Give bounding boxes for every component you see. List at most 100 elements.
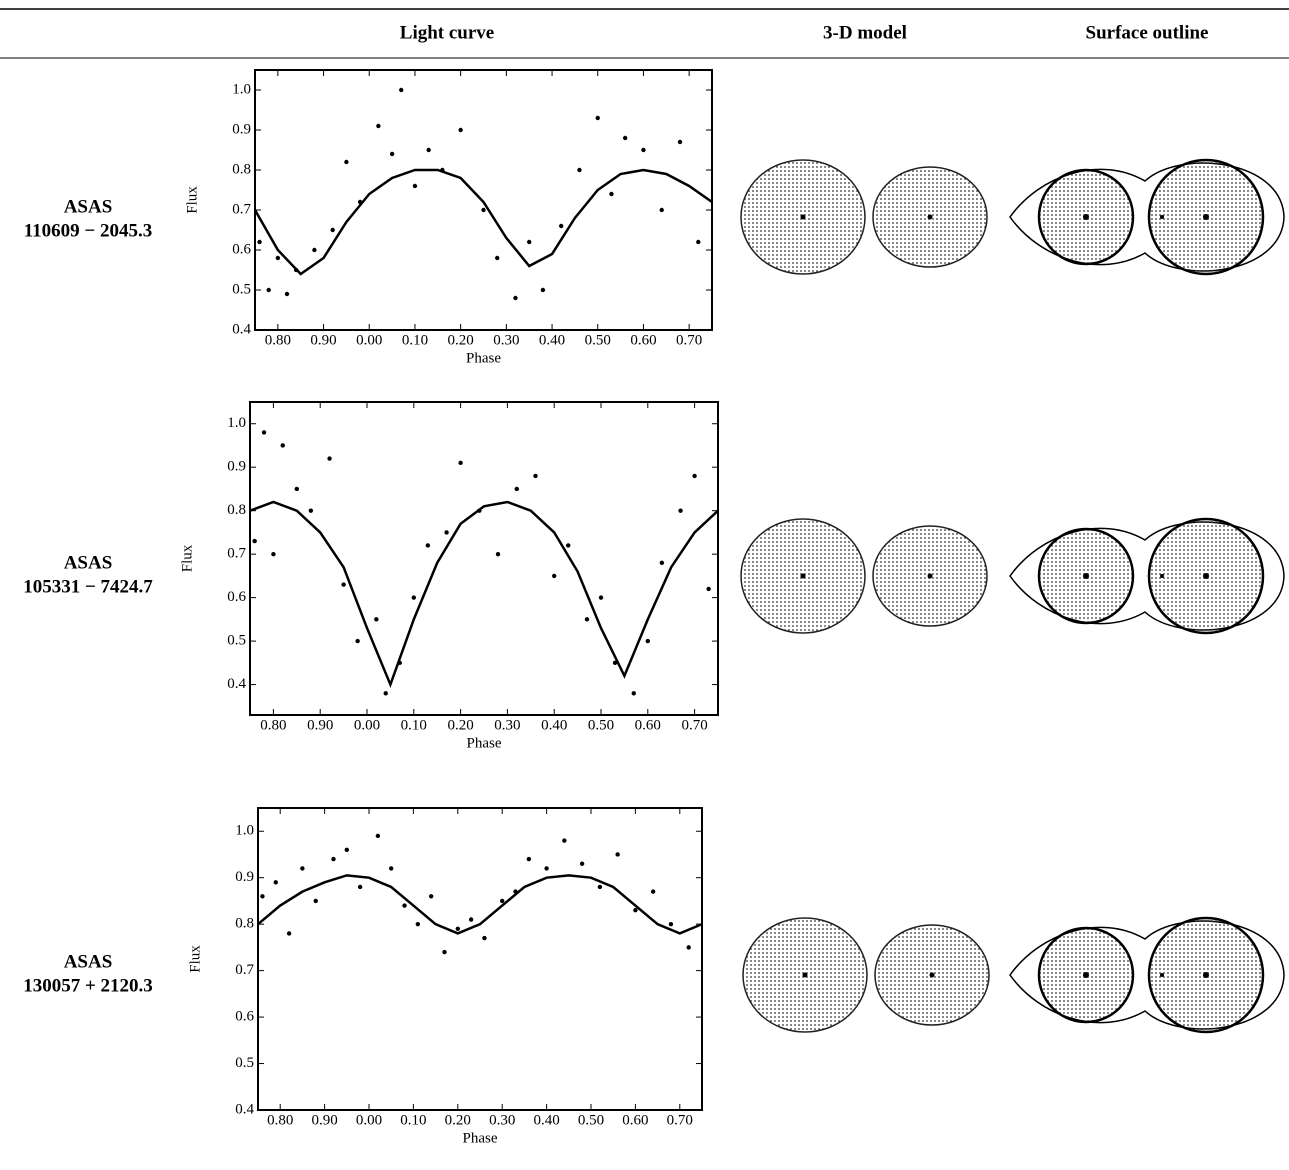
- x-tick-label: 0.40: [533, 1112, 559, 1128]
- object-name: 110609 − 2045.3: [24, 220, 153, 241]
- data-point: [481, 207, 486, 213]
- x-tick-label: 0.30: [494, 717, 520, 733]
- x-tick-label: 0.90: [310, 332, 336, 348]
- x-tick-label: 0.00: [356, 332, 382, 348]
- data-point: [615, 852, 620, 857]
- object-name: 130057 + 2120.3: [23, 975, 153, 996]
- y-tick-label: 0.9: [232, 121, 251, 137]
- data-point: [566, 543, 571, 548]
- x-tick-label: 0.20: [448, 332, 474, 348]
- data-point: [376, 123, 381, 129]
- data-point: [668, 921, 674, 927]
- y-axis-label: Flux: [179, 544, 195, 572]
- data-point: [598, 595, 604, 600]
- data-point: [355, 638, 360, 644]
- data-point: [579, 861, 585, 866]
- data-point: [678, 508, 683, 513]
- y-tick-label: 0.9: [227, 459, 246, 475]
- x-tick-label: 0.50: [578, 1112, 604, 1128]
- x-tick-label: 0.60: [622, 1112, 648, 1128]
- y-tick-label: 0.7: [232, 201, 251, 217]
- x-tick-label: 0.20: [445, 1112, 471, 1128]
- data-point: [257, 239, 262, 245]
- data-point: [313, 898, 318, 904]
- x-axis-label: Phase: [463, 1130, 498, 1146]
- data-point: [275, 255, 281, 261]
- y-tick-label: 1.0: [232, 81, 251, 97]
- data-point: [312, 247, 317, 253]
- y-tick-label: 0.6: [232, 241, 251, 257]
- y-tick-label: 0.7: [227, 546, 246, 562]
- data-point: [374, 617, 379, 622]
- x-tick-label: 0.00: [354, 717, 380, 733]
- x-tick-label: 0.30: [493, 332, 519, 348]
- data-point: [308, 508, 314, 513]
- data-point: [261, 430, 267, 435]
- data-point: [482, 935, 487, 941]
- data-point: [692, 473, 697, 479]
- model-curve: [253, 168, 713, 276]
- data-point: [527, 239, 532, 245]
- y-tick-label: 0.4: [232, 321, 251, 337]
- data-point: [562, 838, 567, 843]
- data-point: [514, 486, 519, 492]
- surface-outline: [1008, 158, 1286, 276]
- data-point: [468, 917, 474, 922]
- model-curve: [249, 500, 719, 689]
- data-point: [706, 586, 711, 592]
- 3d-model: [742, 917, 990, 1033]
- surface-outline: [1008, 517, 1286, 635]
- data-point: [677, 139, 683, 145]
- data-point: [428, 894, 434, 899]
- data-point: [495, 255, 500, 261]
- x-tick-label: 0.90: [311, 1112, 337, 1128]
- data-point: [294, 486, 299, 492]
- plot-frame: [254, 69, 713, 331]
- 3d-model: [740, 159, 988, 275]
- y-axis-label: Flux: [184, 186, 200, 214]
- x-tick-label: 0.40: [539, 332, 565, 348]
- y-tick-label: 0.8: [232, 161, 251, 177]
- x-tick-label: 0.70: [667, 1112, 693, 1128]
- surface-outline: [1008, 916, 1286, 1034]
- x-tick-label: 0.50: [588, 717, 614, 733]
- data-point: [426, 147, 431, 153]
- data-point: [458, 460, 463, 466]
- x-tick-label: 0.40: [541, 717, 567, 733]
- data-point: [402, 903, 407, 908]
- data-point: [383, 691, 388, 696]
- data-point: [650, 889, 656, 894]
- x-tick-label: 0.60: [630, 332, 656, 348]
- data-point: [412, 183, 418, 189]
- data-point: [659, 207, 664, 213]
- y-tick-label: 0.4: [227, 676, 246, 692]
- data-point: [330, 227, 335, 233]
- data-point: [641, 147, 646, 153]
- data-point: [558, 223, 564, 229]
- data-point: [500, 898, 505, 904]
- object-name: ASAS: [64, 552, 113, 573]
- x-tick-label: 0.70: [676, 332, 702, 348]
- data-point: [399, 87, 404, 93]
- data-point: [622, 135, 628, 141]
- model-curve: [257, 874, 703, 935]
- data-point: [284, 291, 290, 297]
- data-point: [526, 856, 532, 862]
- data-point: [331, 856, 336, 862]
- data-point: [271, 551, 276, 557]
- y-tick-label: 0.8: [227, 502, 246, 518]
- data-point: [273, 880, 278, 885]
- plot-frame: [249, 401, 719, 716]
- x-tick-label: 0.10: [402, 332, 428, 348]
- data-point: [595, 115, 600, 121]
- data-point: [455, 926, 460, 931]
- data-point: [375, 833, 381, 839]
- x-tick-label: 0.70: [681, 717, 707, 733]
- data-point: [252, 538, 257, 544]
- y-tick-label: 0.6: [227, 589, 246, 605]
- column-header: 3-D model: [823, 22, 907, 43]
- y-tick-label: 1.0: [235, 823, 254, 839]
- x-tick-label: 0.00: [356, 1112, 382, 1128]
- y-tick-label: 0.9: [235, 869, 254, 885]
- data-point: [633, 908, 638, 913]
